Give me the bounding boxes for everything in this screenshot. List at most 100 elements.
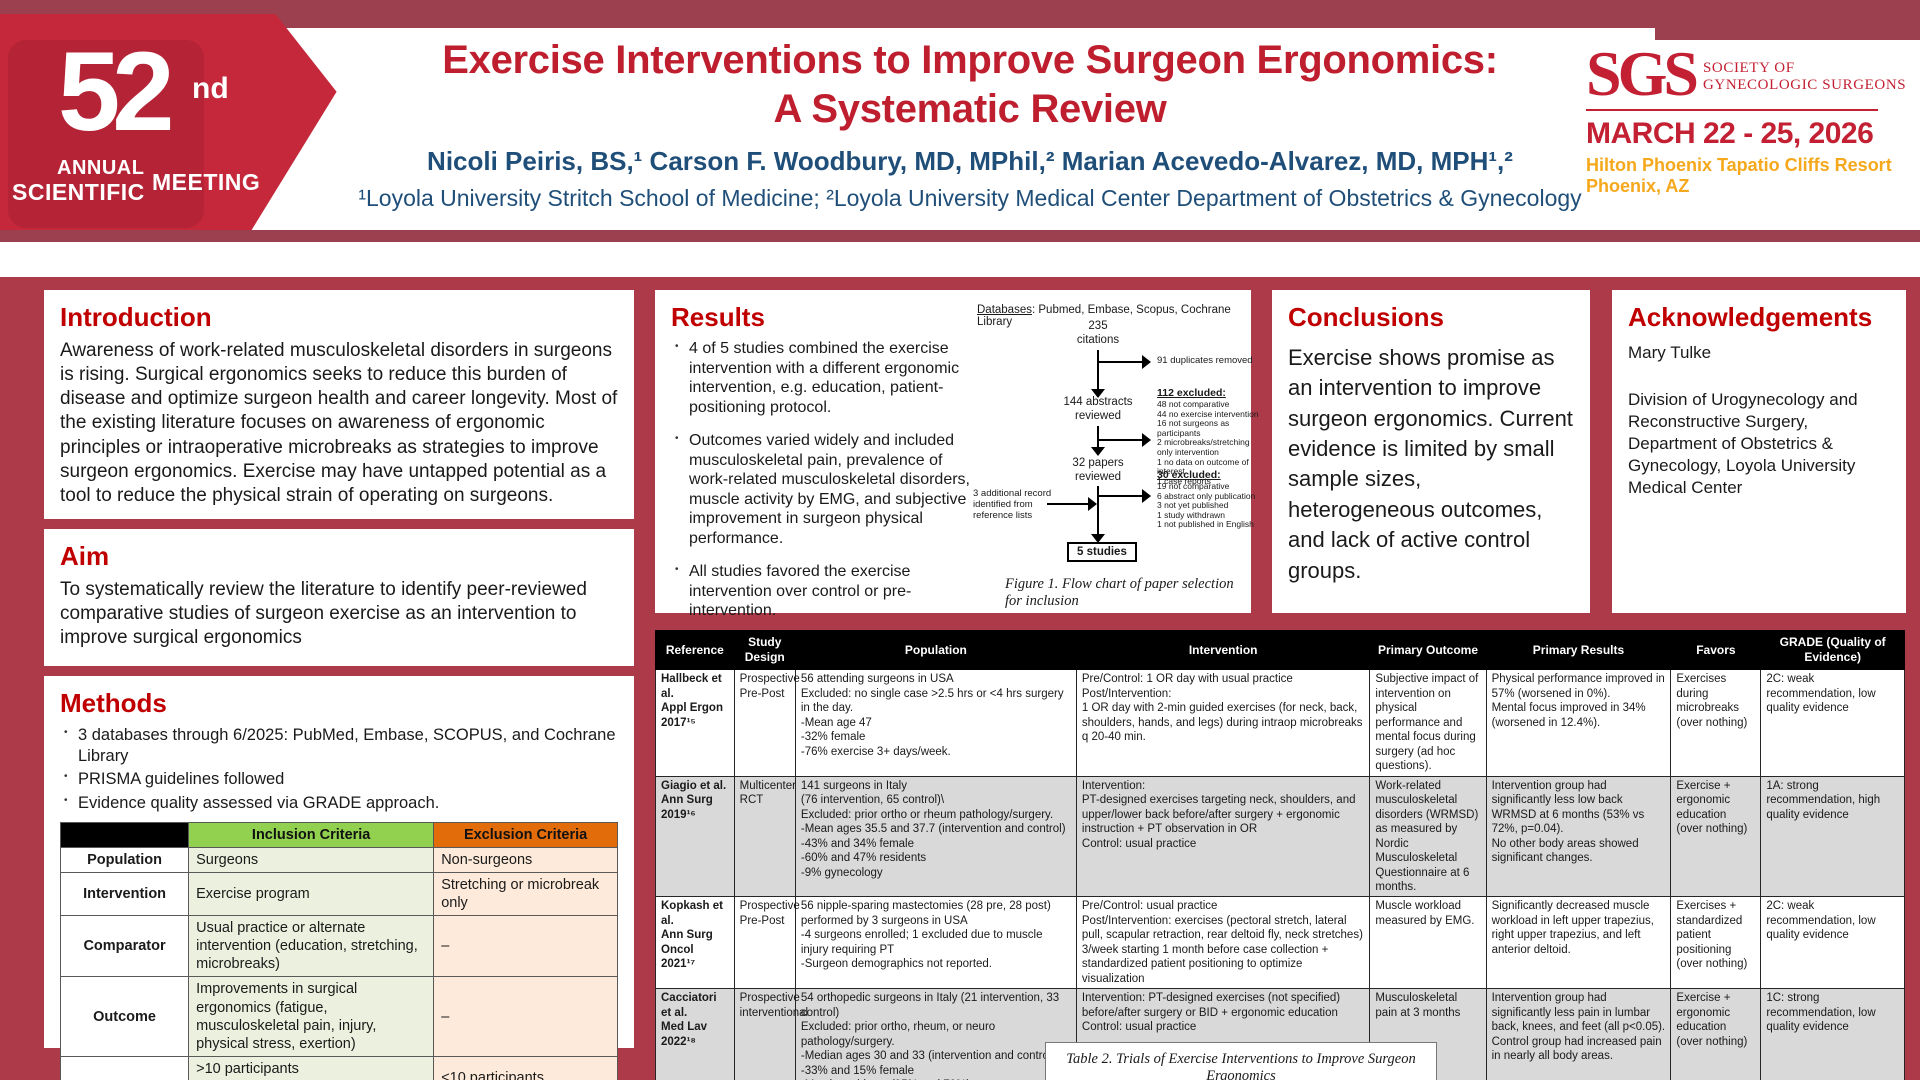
venue-line1: Hilton Phoenix Tapatio Cliffs Resort xyxy=(1586,154,1892,175)
logo-rule xyxy=(1586,108,1878,111)
trial-results: Significantly decreased muscle workload … xyxy=(1485,896,1672,990)
meeting-venue: Hilton Phoenix Tapatio Cliffs Resort Pho… xyxy=(1586,155,1910,198)
table1-header-row: Inclusion Criteria Exclusion Criteria xyxy=(59,821,618,848)
prisma-flowchart: Databases: Pubmed, Embase, Scopus, Cochr… xyxy=(973,304,1265,616)
table1-exclusion-cell: Stretching or microbreak only xyxy=(433,871,618,917)
flowchart-arrows xyxy=(1047,350,1151,543)
society-name: SOCIETY OF GYNECOLOGIC SURGEONS xyxy=(1703,60,1906,95)
badge-word-meeting: MEETING xyxy=(152,169,261,195)
sgs-logo-block: SGS SOCIETY OF GYNECOLOGIC SURGEONS MARC… xyxy=(1586,38,1910,198)
trial-reference: Kopkash et al. Ann Surg Oncol 2021¹⁷ xyxy=(655,896,735,990)
flowchart-citations-node: 235 citations xyxy=(1076,320,1120,346)
trials-table-panel: Reference Study Design Population Interv… xyxy=(655,629,1905,1080)
flowchart-final-studies-box: 5 studies xyxy=(1067,542,1137,562)
table1-corner-cell xyxy=(59,821,190,848)
society-name-line1: SOCIETY OF xyxy=(1702,60,1795,76)
aim-body: To systematically review the literature … xyxy=(60,579,587,649)
table1-inclusion-cell: >10 participants At least 1 comparison b… xyxy=(188,1055,435,1080)
table1-inclusion-cell: Surgeons xyxy=(188,846,435,873)
trial-design: Multicenter RCT xyxy=(733,775,796,898)
table1-exclusion-cell: Non-surgeons xyxy=(433,846,618,873)
table1-row: Outcome Improvements in surgical ergonom… xyxy=(59,976,618,1057)
trial-row-kopkash: Kopkash et al. Ann Surg Oncol 2021¹⁷ Pro… xyxy=(655,896,1905,990)
trial-intervention: Pre/Control: 1 OR day with usual practic… xyxy=(1075,669,1371,777)
poster-title-line1: Exercise Interventions to Improve Surgeo… xyxy=(442,38,1498,82)
trial-favors: Exercises during microbreaks (over nothi… xyxy=(1670,669,1762,777)
top-right-maroon-block xyxy=(1655,0,1920,40)
badge-word-annual: ANNUAL xyxy=(57,157,145,179)
trial-grade: 1C: strong recommendation, low quality e… xyxy=(1760,988,1905,1080)
trial-favors: Exercises + standardized patient positio… xyxy=(1670,896,1762,990)
col-header-population: Population xyxy=(794,629,1077,671)
trial-population: 56 attending surgeons in USA Excluded: n… xyxy=(794,669,1077,777)
methods-bullet: Evidence quality assessed via GRADE appr… xyxy=(64,793,618,814)
table1-inclusion-cell: Exercise program xyxy=(188,871,435,917)
trial-results: Intervention group had significantly les… xyxy=(1485,775,1672,898)
table1-row-label: Intervention xyxy=(59,871,190,917)
introduction-panel: Introduction Awareness of work-related m… xyxy=(44,290,634,519)
databases-word: Databases xyxy=(977,304,1032,316)
trial-design: Prospective Pre-Post xyxy=(733,669,800,777)
flowchart-excluded2-list: 19 not comparative 6 abstract only publi… xyxy=(1157,481,1256,530)
meeting-badge: 52 nd ANNUAL SCIENTIFIC MEETING xyxy=(0,14,337,230)
figure1-caption: Figure 1. Flow chart of paper selection … xyxy=(1005,576,1234,610)
trial-outcome: Muscle workload measured by EMG. xyxy=(1369,896,1487,990)
sgs-logo-icon: SGS xyxy=(1586,38,1699,109)
introduction-body: Awareness of work-related musculoskeleta… xyxy=(60,340,618,506)
table1-inclusion-header: Inclusion Criteria xyxy=(188,821,435,848)
flowchart-abstracts-node: 144 abstracts reviewed xyxy=(1063,396,1133,422)
flowchart-excluded2-title: 30 excluded: xyxy=(1157,469,1221,481)
trial-grade: 2C: weak recommendation, low quality evi… xyxy=(1760,896,1905,990)
databases-list: : Pubmed, Embase, Scopus, Cochrane Libra… xyxy=(977,304,1231,328)
trial-design: Prospective Pre-Post xyxy=(733,896,800,990)
badge-word-scientific: SCIENTIFIC xyxy=(12,179,145,205)
title-block: Exercise Interventions to Improve Surgeo… xyxy=(340,36,1600,212)
header-divider-bar xyxy=(0,230,1920,242)
table1-row: Comparator Usual practice or alternate i… xyxy=(59,914,618,978)
flowchart-excluded1-title: 112 excluded: xyxy=(1157,387,1226,399)
table1-exclusion-cell: <10 participants Not comparative Confere… xyxy=(433,1055,618,1080)
trial-row-giagio: Giagio et al. Ann Surg 2019¹⁶ Multicente… xyxy=(655,775,1905,898)
eligibility-criteria-table: Inclusion Criteria Exclusion Criteria Po… xyxy=(59,821,618,1080)
table1-row: Study Design >10 participants At least 1… xyxy=(59,1055,618,1080)
aim-panel: Aim To systematically review the literat… xyxy=(44,529,634,666)
table1-exclusion-cell: – xyxy=(433,914,618,978)
trials-table: Reference Study Design Population Interv… xyxy=(655,629,1905,1080)
table1-row-label: Outcome xyxy=(59,976,190,1057)
conclusions-heading: Conclusions xyxy=(1288,302,1445,332)
methods-heading: Methods xyxy=(60,688,167,718)
col-header-primary-outcome: Primary Outcome xyxy=(1369,629,1487,671)
flowchart-excluded1-list: 48 not comparative 44 no exercise interv… xyxy=(1157,399,1259,486)
trial-intervention: Pre/Control: usual practice Post/Interve… xyxy=(1075,896,1371,990)
results-heading: Results xyxy=(671,302,765,332)
results-bullet: 4 of 5 studies combined the exercise int… xyxy=(675,339,981,417)
trial-population: 141 surgeons in Italy (76 intervention, … xyxy=(794,775,1077,898)
acknowledged-organization: Division of Urogynecology and Reconstruc… xyxy=(1628,390,1858,498)
results-panel: Results 4 of 5 studies combined the exer… xyxy=(655,290,1259,653)
meeting-badge-inner-square xyxy=(8,40,204,228)
flowchart-papers-node: 32 papers reviewed xyxy=(1072,457,1124,483)
col-header-favors: Favors xyxy=(1670,629,1762,671)
flowchart-duplicates-note: 91 duplicates removed xyxy=(1157,355,1253,366)
table1-row: Population Surgeons Non-surgeons xyxy=(59,846,618,873)
trial-outcome: Subjective impact of intervention on phy… xyxy=(1369,669,1487,777)
flowchart-additional-records-note: 3 additional record identified from refe… xyxy=(973,488,1052,522)
aim-heading: Aim xyxy=(60,541,110,571)
introduction-heading: Introduction xyxy=(60,302,212,332)
meeting-number: 52 xyxy=(58,29,175,154)
col-header-grade: GRADE (Quality of Evidence) xyxy=(1760,629,1905,671)
acknowledgements-panel: Acknowledgements Mary Tulke Division of … xyxy=(1612,290,1906,613)
trial-row-hallbeck: Hallbeck et al. Appl Ergon 2017¹⁵ Prospe… xyxy=(655,669,1905,777)
trial-reference: Giagio et al. Ann Surg 2019¹⁶ xyxy=(655,775,735,898)
trial-reference: Hallbeck et al. Appl Ergon 2017¹⁵ xyxy=(655,669,735,777)
flowchart-databases-label: Databases: Pubmed, Embase, Scopus, Cochr… xyxy=(977,304,1265,328)
trial-favors: Exercise + ergonomic education (over not… xyxy=(1670,775,1762,898)
trial-reference: Cacciatori et al. Med Lav 2022¹⁸ xyxy=(655,988,735,1080)
trial-grade: 1A: strong recommendation, high quality … xyxy=(1760,775,1905,898)
trial-intervention: Intervention: PT-designed exercises targ… xyxy=(1075,775,1371,898)
table1-inclusion-cell: Usual practice or alternate intervention… xyxy=(188,914,435,978)
col-header-primary-results: Primary Results xyxy=(1485,629,1672,671)
table1-exclusion-header: Exclusion Criteria xyxy=(433,821,618,848)
top-maroon-strip xyxy=(0,0,1920,28)
